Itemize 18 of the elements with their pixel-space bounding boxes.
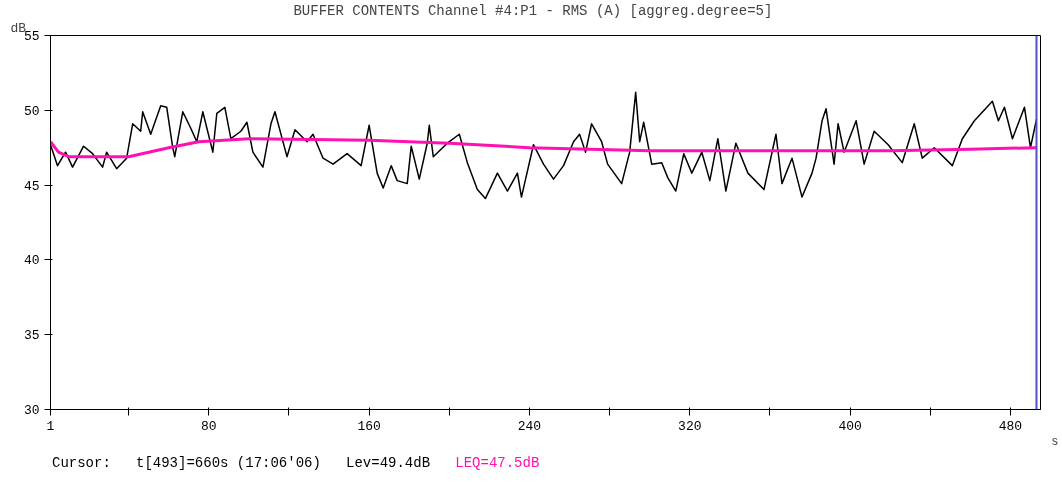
text: LEQ=47.5dB [455,455,540,471]
y-tick-label: 30 [23,403,40,418]
y-tick-label: 50 [23,103,40,119]
y-tick-label: 35 [23,328,40,344]
text: Cursor: t[493]=660s (17:06'06) [52,455,321,471]
text: Lev=49.4dB [346,455,431,471]
chart-title: BUFFER CONTENTS Channel #4:P1 - RMS (A) [aggreg.degree=5] [293,2,773,19]
x-axis-title: s [1051,434,1059,449]
x-tick-label: 240 [517,418,542,434]
x-tick-label: 160 [357,418,381,434]
x-tick-label: 480 [998,418,1023,434]
x-tick-label: 400 [838,418,862,434]
y-tick-label: 45 [23,178,40,194]
x-tick-label: 320 [678,418,702,434]
line-series [50,137,1038,159]
y-tick-label: 40 [23,253,40,269]
x-tick-label: 1 [46,418,55,434]
x-tick-label: 80 [201,418,217,434]
